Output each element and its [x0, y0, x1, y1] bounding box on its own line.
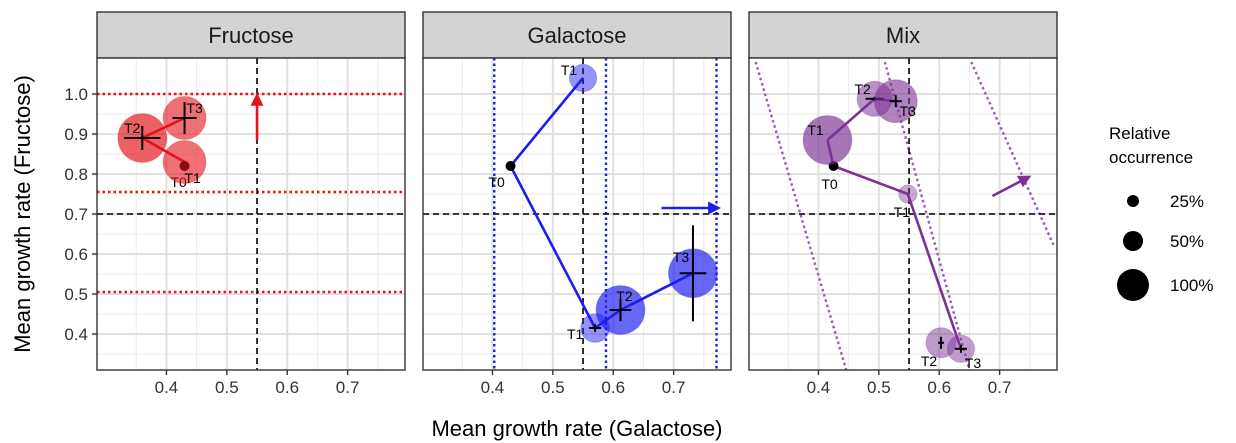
x-tick-label: 0.6	[601, 378, 625, 397]
y-axis-title: Mean growth rate (Fructose)	[10, 75, 35, 353]
chart-panels: Fructose T0 T1 T2 T3 Galactose T0 T1 T1 T2 T3 Mix T0…	[96, 11, 1058, 371]
legend-title-line-1: Relative	[1109, 124, 1170, 143]
x-tick-label: 0.6	[927, 378, 951, 397]
y-tick-label: 0.6	[64, 245, 88, 264]
panel-strip	[748, 11, 1058, 59]
x-tick-label: 0.7	[662, 378, 686, 397]
legend-size-key	[1123, 231, 1143, 251]
trajectory-segment	[906, 193, 963, 350]
x-tick-label: 0.6	[275, 378, 299, 397]
panel-mix: Mix T0 T1 T1 T2 T3 T2 T3	[748, 11, 1058, 371]
x-tick-label: 0.4	[481, 378, 505, 397]
x-tick-label: 0.7	[988, 378, 1012, 397]
panel-fructose: FructoseT0T1T2T3	[96, 11, 406, 371]
y-tick-label: 1.0	[64, 85, 88, 104]
panel-border	[422, 57, 732, 371]
trajectory-segment	[509, 77, 585, 167]
point-label: T2	[616, 288, 633, 304]
point-label: T2	[854, 81, 871, 97]
point-label: T1	[807, 122, 824, 138]
legend-size-key	[1117, 269, 1149, 301]
y-tick-label: 0.9	[64, 125, 88, 144]
panel-title: Fructose	[208, 23, 294, 48]
point-t1	[162, 140, 207, 184]
y-tick-label: 0.7	[64, 205, 88, 224]
panel-border	[748, 57, 1058, 371]
direction-arrow	[991, 175, 1032, 198]
y-tick-label: 0.8	[64, 165, 88, 184]
threshold-line	[754, 61, 848, 370]
panel-strip	[96, 11, 406, 59]
x-tick-label: 0.5	[541, 378, 565, 397]
y-tick-label: 0.4	[64, 325, 88, 344]
x-axis-title: Mean growth rate (Galactose)	[431, 416, 722, 441]
point-label: T3	[186, 100, 203, 116]
x-tick-label: 0.5	[867, 378, 891, 397]
trajectory-segment	[509, 165, 597, 329]
x-tick-label: 0.4	[807, 378, 831, 397]
point-label: T3	[673, 249, 690, 265]
legend-label: 100%	[1170, 276, 1213, 295]
point-label: T2	[124, 120, 141, 136]
x-tick-label: 0.5	[215, 378, 239, 397]
point-label: T3	[965, 355, 982, 371]
point-label: T1	[561, 62, 578, 78]
panel-title: Galactose	[527, 23, 626, 48]
legend-label: 25%	[1170, 192, 1204, 211]
threshold-line	[883, 61, 971, 370]
panel-title: Mix	[886, 23, 920, 48]
x-tick-label: 0.7	[336, 378, 360, 397]
point-t1	[568, 63, 598, 93]
legend-size-key	[1127, 195, 1139, 207]
point-label: T1	[184, 170, 201, 186]
y-tick-label: 0.5	[64, 285, 88, 304]
x-axes: 0.4 0.5 0.6 0.7 0.4 0.5 0.6 0.7 0.4 0.5 0.6 0.7	[155, 370, 1012, 397]
point-t0	[505, 161, 516, 171]
x-tick-label: 0.4	[155, 378, 179, 397]
y-axis: 0.4 0.5 0.6 0.7 0.8 0.9 1.0	[64, 85, 97, 344]
legend-label: 50%	[1170, 232, 1204, 251]
point-t1	[898, 184, 918, 204]
point-label: T0	[488, 174, 505, 190]
point-label: T1	[894, 204, 911, 220]
plot-content: T0 T1 T1 T2 T3	[423, 58, 730, 370]
point-t1	[802, 115, 853, 165]
threshold-line	[970, 61, 1056, 247]
point-label: T3	[900, 103, 917, 119]
point-label: T0	[821, 176, 838, 192]
plot-content: T0T1T2T3	[97, 58, 405, 370]
trajectory-segment	[833, 164, 909, 196]
point-label: T2	[921, 353, 938, 369]
point-label: T1	[567, 326, 584, 342]
legend-title-line-2: occurrence	[1109, 148, 1193, 167]
size-legend: Relative occurrence 25% 50% 100%	[1109, 124, 1213, 301]
plot-content: T0 T1 T1 T2 T3 T2 T3	[749, 58, 1057, 371]
panel-galactose: Galactose T0 T1 T1 T2 T3	[422, 11, 732, 371]
